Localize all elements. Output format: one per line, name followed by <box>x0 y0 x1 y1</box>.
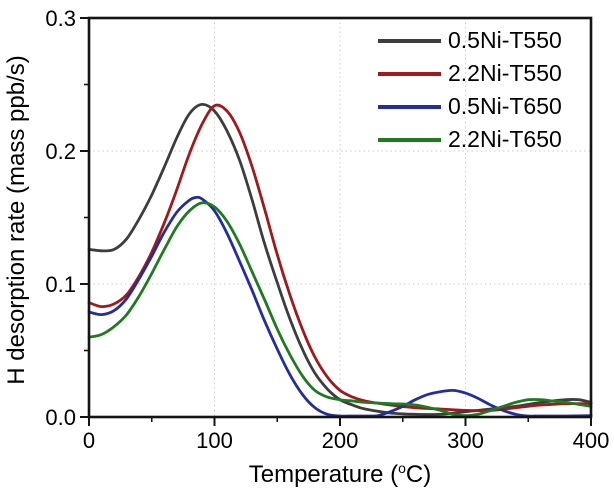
curve-2-2ni-t650 <box>87 201 593 418</box>
legend-label: 0.5Ni-T550 <box>448 27 562 53</box>
legend-label: 2.2Ni-T650 <box>448 126 562 152</box>
curve-0-5ni-t650 <box>87 195 593 418</box>
x-axis-title-superscript: o <box>398 460 406 476</box>
y-tick-label: 0.0 <box>45 405 76 430</box>
legend-label: 0.5Ni-T650 <box>448 93 562 119</box>
x-axis-title-text: Temperature ( <box>248 461 399 488</box>
x-tick-label: 400 <box>573 428 610 453</box>
legend-swatch <box>378 38 441 43</box>
legend-swatch <box>378 137 441 142</box>
legend-swatch <box>378 71 441 76</box>
x-axis-title-unit: C) <box>405 461 432 488</box>
y-tick-label: 0.3 <box>45 6 76 31</box>
y-tick-label: 0.2 <box>45 139 76 164</box>
y-axis-title: H desorption rate (mass ppb/s) <box>3 55 30 385</box>
legend-item: 2.2Ni-T550 <box>378 57 562 90</box>
x-tick-label: 300 <box>447 428 484 453</box>
curve-2-2ni-t550 <box>87 103 593 413</box>
x-tick-label: 100 <box>196 428 233 453</box>
x-axis-title: Temperature (oC) <box>89 461 591 488</box>
legend-label: 2.2Ni-T550 <box>448 60 562 86</box>
legend-item: 0.5Ni-T650 <box>378 90 562 123</box>
legend-item: 2.2Ni-T650 <box>378 123 562 156</box>
legend-swatch <box>378 104 441 109</box>
x-tick-label: 200 <box>322 428 359 453</box>
x-tick-label: 0 <box>83 428 95 453</box>
legend-item: 0.5Ni-T550 <box>378 24 562 57</box>
y-tick-label: 0.1 <box>45 272 76 297</box>
legend: 0.5Ni-T550 2.2Ni-T550 0.5Ni-T650 2.2Ni-T… <box>378 24 562 156</box>
